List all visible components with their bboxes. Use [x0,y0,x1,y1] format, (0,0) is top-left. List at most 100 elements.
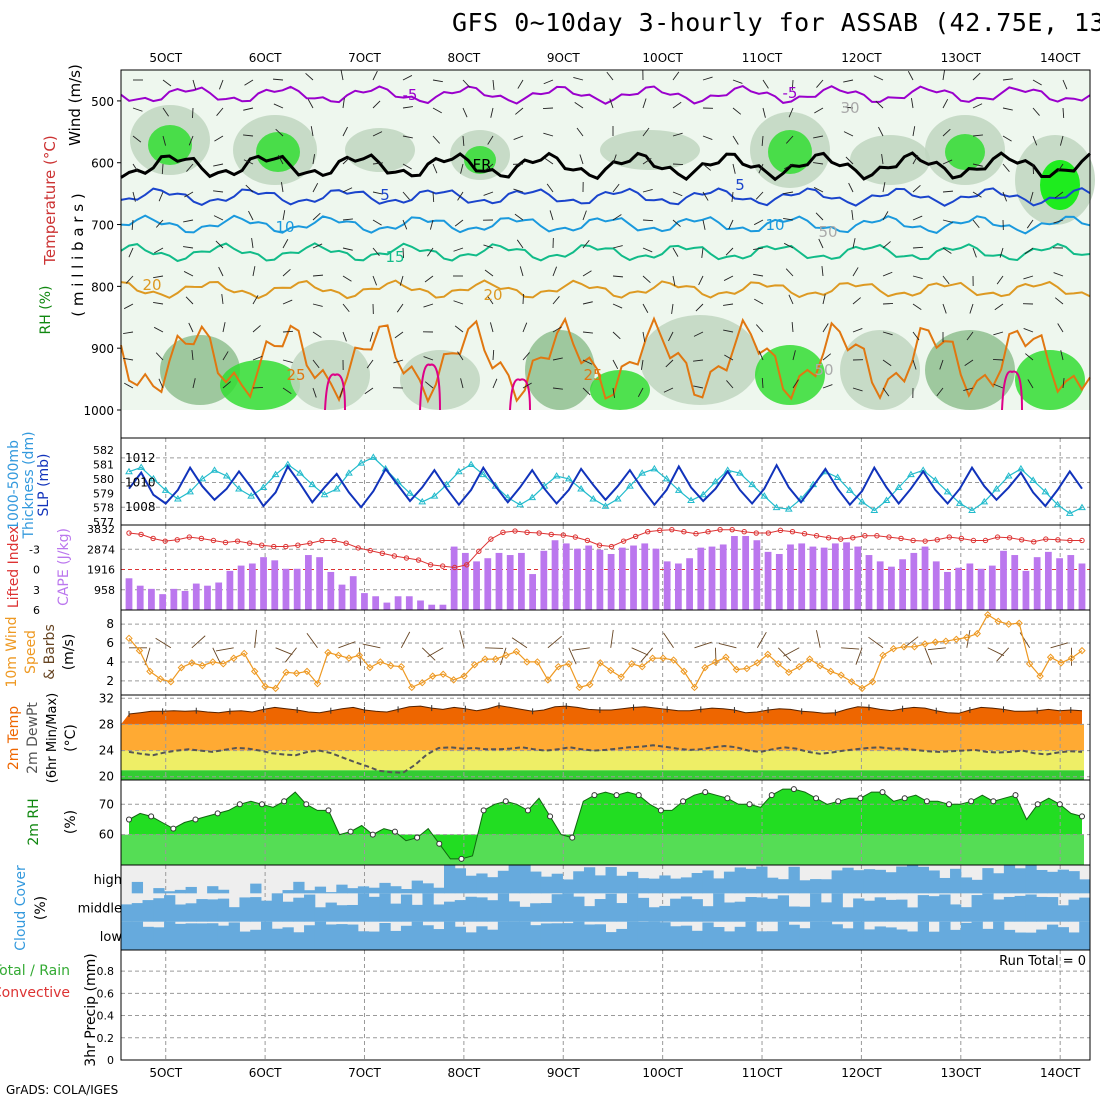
wind-barb-10m [868,637,883,648]
cape-bar [955,568,962,610]
cloud-cell [293,898,304,922]
wind-barb-10m [276,648,293,655]
cloud-cell [315,907,326,921]
cloud-cell [121,922,132,950]
cloud-cell [1079,879,1090,893]
cloud-cell [444,865,455,893]
cape-bar [720,544,727,610]
cloud-cell [573,897,584,922]
contour-label: 50 [814,361,833,379]
date-label-bottom: 5OCT [149,1066,182,1080]
rh2m-point [1035,802,1040,807]
wind-barb-10m [715,648,716,666]
cloud-cell [487,900,498,921]
cloud-cell [186,903,197,921]
date-label-bottom: 12OCT [841,1066,882,1080]
cloud-unit-label: (%) [33,896,49,920]
cape-bar [428,605,435,610]
li-tick: 3 [33,584,40,597]
cloud-cell [132,922,143,950]
cloud-cell [379,893,390,921]
cape-bar [888,567,895,610]
cloud-cell [358,886,369,893]
wind-barb [993,359,1003,360]
thickness-line [129,457,1082,513]
wind-tick: 4 [106,655,114,669]
cloud-cell [616,876,627,894]
cloud-cell [1025,933,1036,950]
cloud-cell [1079,922,1090,950]
cloud-cell [358,931,369,950]
cloud-cell [745,869,756,893]
slp-tick: 1010 [125,476,156,490]
millibars-axis-label: ( m i l l i b a r s ) [69,193,87,316]
rh2m-point [481,808,486,813]
cloud-cell [315,887,326,894]
wind-barb [523,294,524,304]
cloud-cell [412,922,423,950]
cloud-cell [864,929,875,950]
cloud-cell [907,931,918,950]
cloud-cell [283,890,294,893]
wind-barbs-label: & Barbs [42,624,58,680]
pressure-tick: 700 [91,219,114,233]
pressure-tick: 800 [91,280,114,294]
date-label-top: 7OCT [348,51,381,65]
cape-bar [529,574,536,610]
cape-label: CAPE (J/kg) [56,528,72,606]
rh2m-point [415,835,420,840]
rh2m-point [1013,793,1018,798]
cloud-cell [993,873,1004,893]
date-label-bottom: 6OCT [249,1066,282,1080]
cloud-cell [498,893,509,921]
cloud-cell [390,904,401,922]
cape-bar [417,600,424,610]
cloud-cell [832,924,843,950]
cloud-cell [175,924,186,950]
date-label-top: 10OCT [642,51,683,65]
cloud-cell [767,899,778,922]
rh2m-point [503,799,508,804]
cape-bar [899,559,906,610]
cloud-cell [896,867,907,894]
cloud-cell [659,875,670,893]
t2m-area [121,706,1082,725]
rh2m-point [592,793,597,798]
rh2m-point [259,802,264,807]
wind-axis-label: Wind (m/s) [66,64,84,146]
cloud-cell [207,886,218,893]
cape-bar [933,561,940,610]
cape-tick: 3832 [87,523,115,536]
cloud-cell [336,924,347,950]
cloud-cell [1047,872,1058,894]
cloud-cell [250,930,261,950]
cape-bar [967,563,974,610]
rh-axis-label: RH (%) [38,286,54,335]
rh2m-point [171,826,176,831]
wind-barb-10m [428,648,444,657]
cape-bar [989,566,996,610]
cloud-cell [724,931,735,950]
contour-label: 10 [765,216,784,234]
cloud-cell [455,927,466,950]
rh2m-point [814,796,819,801]
cloud-cell [885,900,896,922]
cape-bar [1079,563,1086,610]
cloud-cell [250,897,261,922]
wind-barb-10m [307,633,318,648]
cloud-cell [422,893,433,921]
cloud-cell [239,897,250,921]
cape-bar [922,547,929,610]
cape-bar [126,578,133,610]
wind-barb-10m [841,648,859,649]
date-label-top: 12OCT [841,51,882,65]
cloud-cell [509,865,520,893]
cloud-cell [821,879,832,893]
rh2m-point [326,808,331,813]
cloud-cell [1036,870,1047,893]
cape-bar [283,569,290,610]
cloud-cell [1004,865,1015,893]
cloud-cell [982,893,993,921]
